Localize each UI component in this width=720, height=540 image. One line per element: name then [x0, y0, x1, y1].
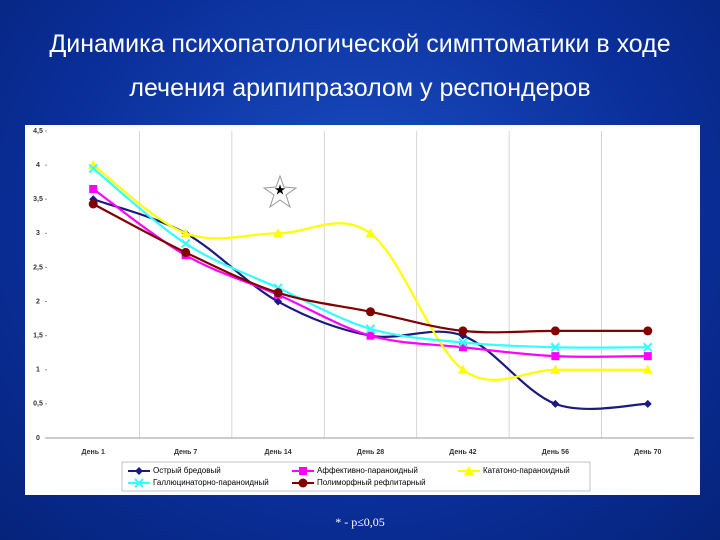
point	[88, 199, 98, 209]
legend-label: Галлюцинаторно-параноидный	[153, 478, 269, 487]
y-tick-label: 3	[36, 230, 40, 237]
significance-star-outline	[262, 174, 298, 209]
point	[551, 352, 560, 361]
point	[180, 228, 191, 238]
legend-marker	[134, 478, 144, 488]
point	[551, 399, 560, 408]
point	[643, 352, 652, 361]
x-tick-label: День 14	[264, 449, 291, 456]
y-tick-label: 4,5	[33, 128, 43, 135]
point	[181, 247, 191, 257]
legend-label: Кататоно-параноидный	[483, 466, 570, 475]
significance-star: ★	[274, 182, 287, 198]
point	[88, 163, 98, 174]
slide-title: Динамика психопатологической симптоматик…	[49, 30, 671, 102]
x-tick-label: День 28	[357, 449, 384, 456]
legend-box	[121, 461, 591, 492]
y-tick-label: 4	[36, 162, 40, 169]
x-tick-label: День 56	[542, 449, 569, 456]
y-tick-label: 2	[36, 298, 40, 305]
point	[458, 326, 468, 336]
legend-marker	[299, 467, 307, 475]
x-tick-label: День 1	[82, 449, 105, 456]
y-tick-label: 0	[36, 435, 40, 442]
x-tick-label: День 42	[449, 449, 476, 456]
point	[550, 342, 561, 352]
legend-label: Полиморфный рефлитарный	[317, 478, 426, 487]
legend-label: Аффективно-параноидный	[317, 466, 418, 475]
point	[642, 364, 653, 374]
footnote: * - p≤0,05	[335, 515, 385, 529]
point	[365, 324, 376, 334]
legend-marker	[135, 467, 143, 475]
y-tick-label: 1,5	[33, 333, 43, 340]
point	[365, 228, 376, 238]
legend-marker	[298, 478, 308, 488]
point	[643, 342, 653, 352]
point	[458, 343, 467, 352]
point	[458, 337, 468, 348]
point	[366, 331, 375, 340]
y-tick-label: 2,5	[33, 264, 43, 271]
legend-label: Острый бредовый	[153, 466, 221, 475]
point	[274, 297, 283, 306]
point	[273, 288, 283, 298]
y-tick-label: 1	[36, 367, 40, 374]
legend-marker	[464, 466, 474, 475]
y-tick-label: 3,5	[33, 196, 43, 203]
point	[180, 238, 191, 249]
point	[273, 228, 284, 238]
point	[643, 399, 652, 408]
y-tick-label: 0,5	[33, 401, 43, 408]
x-tick-label: День 7	[174, 449, 197, 456]
point	[550, 326, 560, 336]
point	[89, 184, 98, 193]
point	[550, 364, 561, 374]
point	[643, 326, 653, 336]
point	[366, 307, 375, 317]
x-tick-label: День 70	[634, 449, 661, 456]
point	[457, 364, 468, 374]
